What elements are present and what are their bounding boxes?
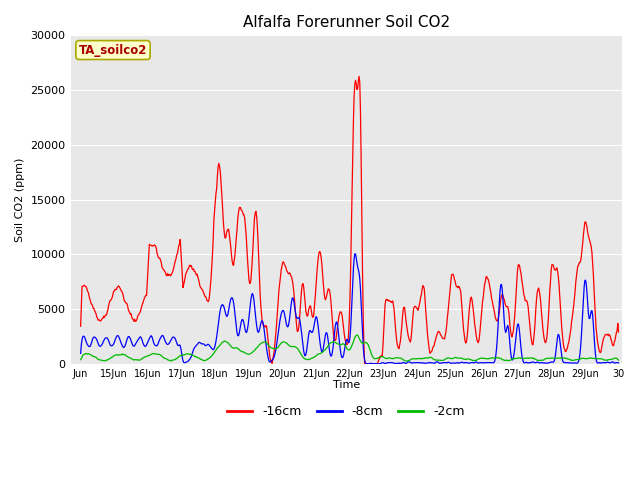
Text: TA_soilco2: TA_soilco2: [79, 44, 147, 57]
Y-axis label: Soil CO2 (ppm): Soil CO2 (ppm): [15, 157, 25, 242]
Legend: -16cm, -8cm, -2cm: -16cm, -8cm, -2cm: [223, 400, 470, 423]
Title: Alfalfa Forerunner Soil CO2: Alfalfa Forerunner Soil CO2: [243, 15, 450, 30]
X-axis label: Time: Time: [333, 380, 360, 390]
